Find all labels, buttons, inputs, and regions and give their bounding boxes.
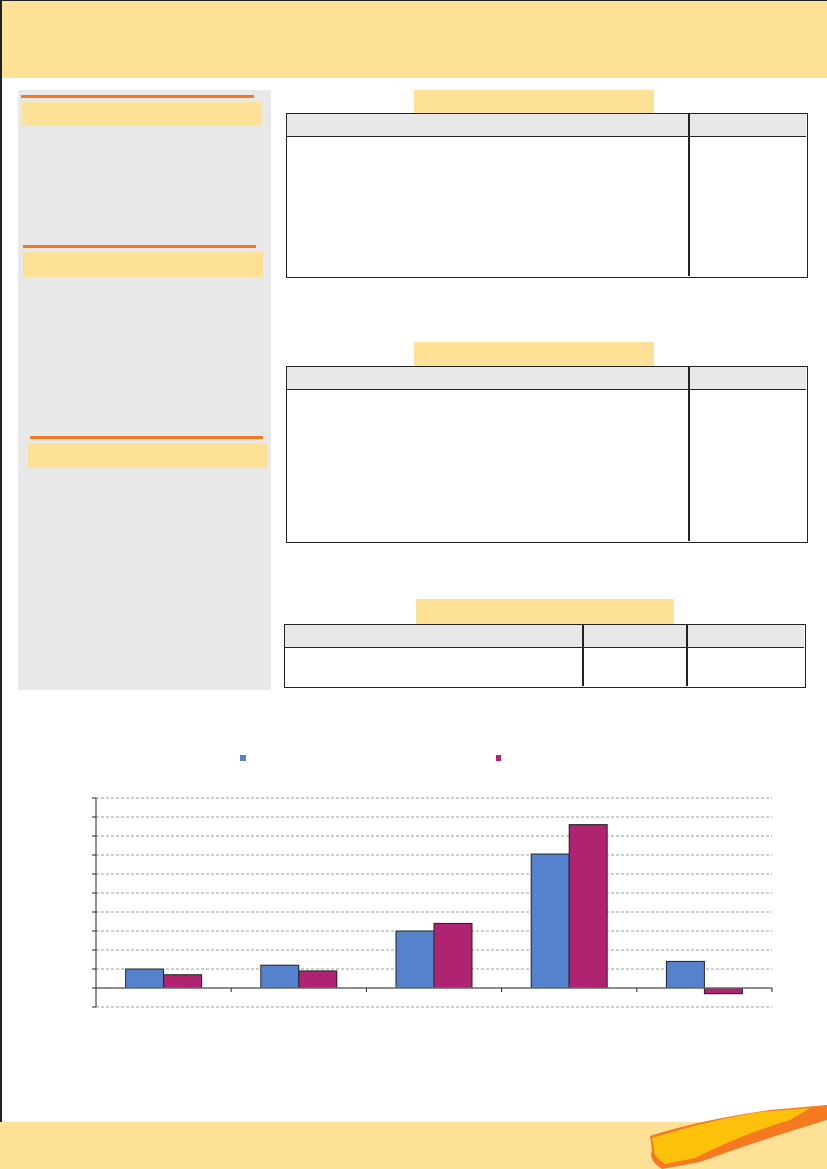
column-divider xyxy=(686,625,688,686)
table-title xyxy=(416,599,674,624)
bar-series-1 xyxy=(260,964,300,989)
table-title xyxy=(414,342,654,367)
data-table xyxy=(284,624,806,688)
sidebar-section-heading xyxy=(28,443,267,468)
section-divider xyxy=(23,245,256,248)
table-header-row xyxy=(287,114,806,137)
column-divider xyxy=(582,625,584,686)
section-divider xyxy=(21,95,254,98)
legend-swatch-series-2 xyxy=(496,755,501,761)
table-header-row xyxy=(287,367,806,390)
page-left-border xyxy=(0,0,2,1169)
sidebar-section-heading xyxy=(22,102,262,126)
page-header-band xyxy=(0,0,827,78)
bar-series-1 xyxy=(395,930,435,989)
bar-series-1 xyxy=(125,968,165,989)
bar-series-2 xyxy=(163,974,203,989)
bar-series-2 xyxy=(298,970,338,989)
bar-series-1 xyxy=(665,960,705,989)
legend-swatch-series-1 xyxy=(240,755,246,761)
bar-series-2 xyxy=(433,922,473,989)
section-divider xyxy=(30,436,263,439)
bar-series-2 xyxy=(703,987,743,995)
bar-series-1 xyxy=(530,853,570,989)
data-table xyxy=(286,113,808,278)
brush-stroke-decoration xyxy=(650,1105,827,1169)
bar-chart xyxy=(92,755,773,1008)
bar-series-2 xyxy=(568,824,608,989)
table-title xyxy=(414,90,654,114)
sidebar-section-heading xyxy=(23,252,263,277)
data-table xyxy=(286,366,808,543)
sidebar-panel xyxy=(18,90,271,690)
column-divider xyxy=(688,367,690,541)
column-divider xyxy=(688,114,690,276)
table-header-row xyxy=(285,625,804,648)
